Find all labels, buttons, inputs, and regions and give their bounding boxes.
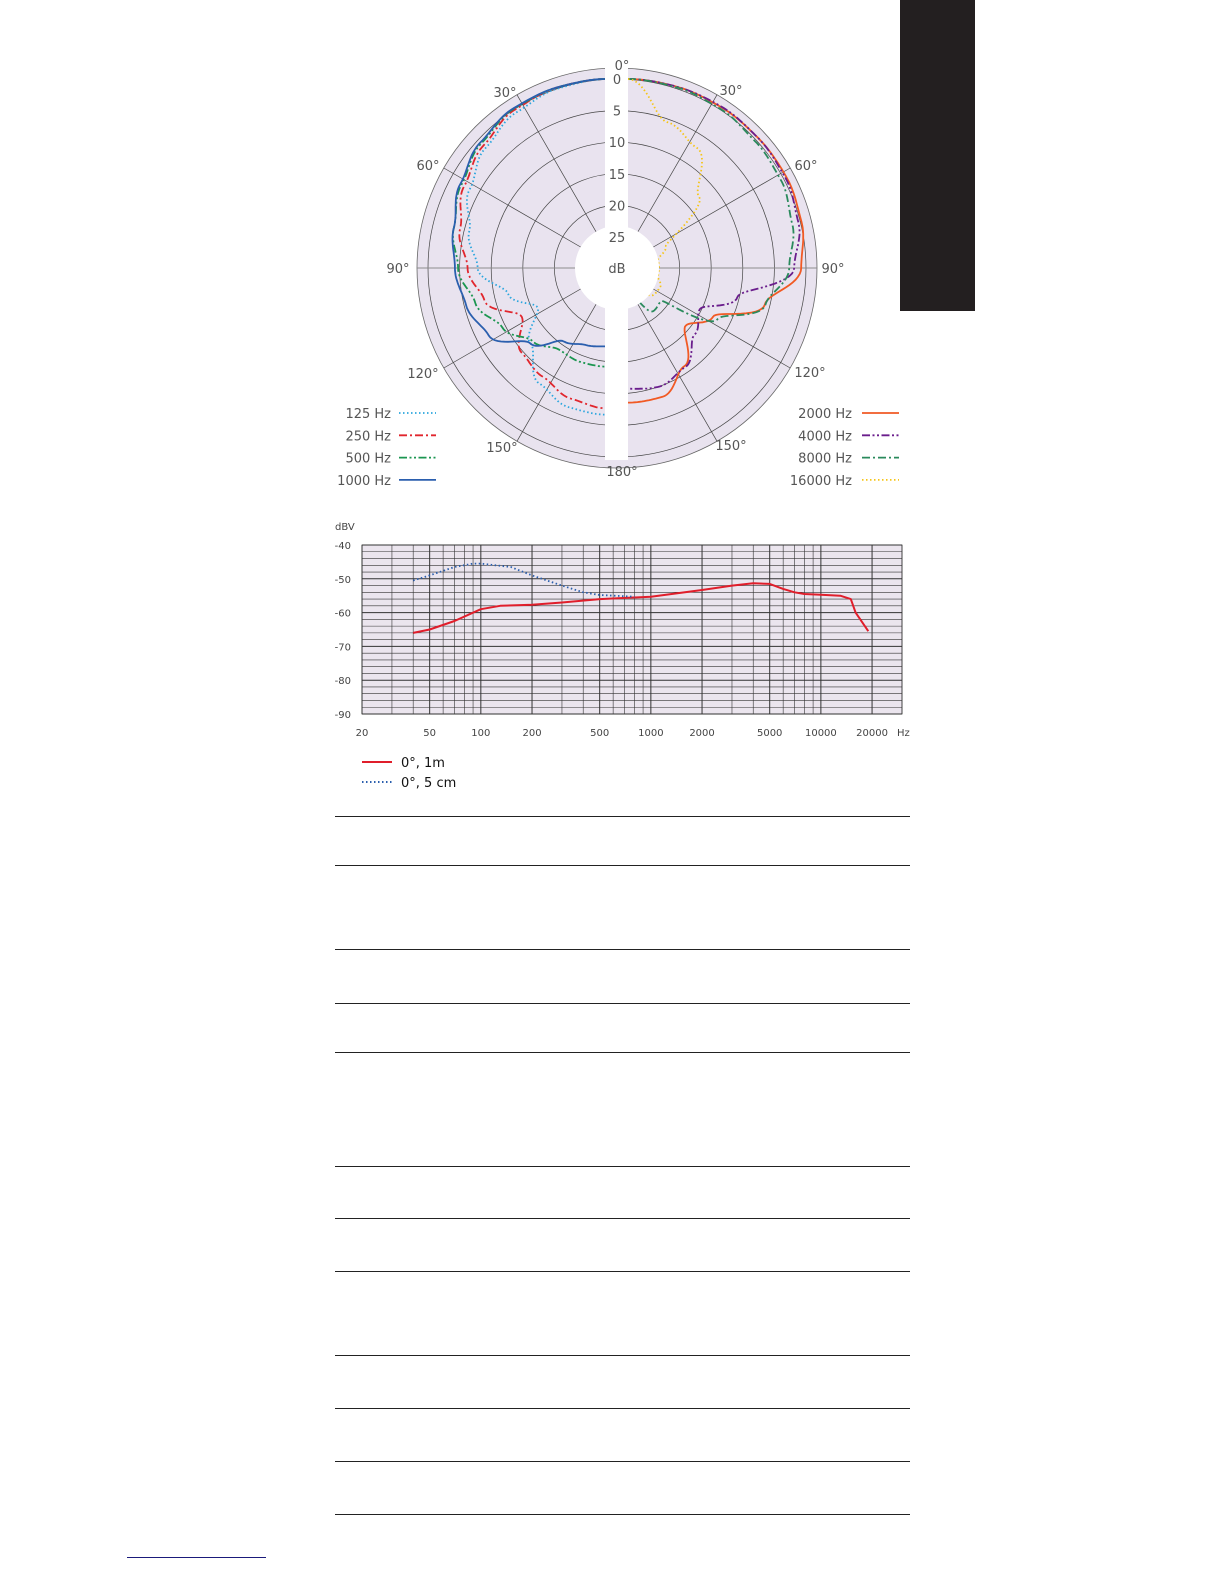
x-tick-label: 100 bbox=[471, 728, 490, 739]
polar-legend-label: 2000 Hz bbox=[798, 407, 852, 422]
polar-legend-label: 1000 Hz bbox=[337, 474, 391, 489]
polar-radial-tick: 10 bbox=[609, 136, 626, 151]
y-axis-unit: dBV bbox=[335, 522, 355, 533]
series-line-0 bbox=[412, 582, 870, 634]
polar-angle-label: 0° bbox=[615, 59, 630, 74]
footnote-rule bbox=[127, 1557, 266, 1558]
polar-angle-label: 30° bbox=[493, 86, 516, 101]
polar-angle-label: 150° bbox=[715, 439, 746, 454]
polar-curve-1000hz bbox=[451, 78, 606, 348]
plot-frame bbox=[361, 544, 903, 715]
table-rule bbox=[335, 1003, 910, 1004]
polar-center-hole bbox=[575, 226, 659, 310]
polar-spoke bbox=[443, 283, 591, 369]
polar-spoke bbox=[516, 94, 602, 242]
y-tick-label: -50 bbox=[335, 575, 351, 586]
y-tick-label: -80 bbox=[335, 676, 351, 687]
table-rule bbox=[335, 1514, 910, 1515]
plot-background bbox=[362, 545, 902, 714]
polar-spoke bbox=[643, 283, 791, 369]
table-rule bbox=[335, 949, 910, 950]
table-rule bbox=[335, 1461, 910, 1462]
x-tick-label: 5000 bbox=[757, 728, 782, 739]
x-tick-label: 1000 bbox=[638, 728, 663, 739]
section-tab bbox=[900, 0, 975, 311]
polar-angle-label: 90° bbox=[821, 262, 844, 277]
polar-radial-tick: 20 bbox=[609, 199, 626, 214]
table-rule bbox=[335, 1271, 910, 1272]
polar-curve-16000hz bbox=[627, 78, 703, 307]
polar-legend-label: 250 Hz bbox=[345, 429, 391, 444]
y-tick-label: -40 bbox=[335, 541, 351, 552]
table-rule bbox=[335, 1166, 910, 1167]
x-tick-label: 20000 bbox=[856, 728, 888, 739]
legend-label: 0°, 1m bbox=[401, 756, 445, 771]
polar-curve-4000hz bbox=[628, 78, 801, 390]
table-rule bbox=[335, 1052, 910, 1053]
table-rule bbox=[335, 1408, 910, 1409]
frequency-response-chart: -40 -50 -60 -70 -80 -90 20 50 100 200 500 1000 2000 5… bbox=[335, 522, 910, 791]
polar-spoke bbox=[632, 294, 718, 442]
polar-angle-label: 60° bbox=[794, 159, 817, 174]
polar-angle-label: 120° bbox=[407, 367, 438, 382]
legend-label: 0°, 5 cm bbox=[401, 776, 456, 791]
polar-angle-label: 120° bbox=[794, 366, 825, 381]
polar-angle-label: 60° bbox=[416, 159, 439, 174]
x-tick-label: 2000 bbox=[689, 728, 714, 739]
polar-legend-label: 4000 Hz bbox=[798, 429, 852, 444]
x-tick-label: 50 bbox=[423, 728, 436, 739]
y-tick-label: -90 bbox=[335, 710, 351, 721]
x-tick-label: 500 bbox=[590, 728, 609, 739]
x-axis-unit: Hz bbox=[897, 728, 910, 739]
polar-spoke bbox=[632, 94, 718, 242]
polar-spoke bbox=[643, 167, 791, 253]
x-tick-label: 20 bbox=[356, 728, 369, 739]
polar-angle-label: 150° bbox=[486, 441, 517, 456]
polar-radial-tick: 5 bbox=[613, 105, 621, 120]
polar-radial-unit: dB bbox=[608, 262, 625, 277]
polar-radial-tick: 0 bbox=[613, 73, 621, 88]
x-tick-label: 10000 bbox=[805, 728, 837, 739]
polar-radial-tick: 25 bbox=[609, 231, 626, 246]
y-tick-label: -70 bbox=[335, 642, 351, 653]
table-rule bbox=[335, 816, 910, 817]
polar-legend-label: 8000 Hz bbox=[798, 452, 852, 467]
table-rule bbox=[335, 1218, 910, 1219]
table-rule bbox=[335, 1355, 910, 1356]
polar-pattern-chart: 0° 180° 0 5 10 15 20 25 dB 30° 60° 90° 120° 150° 30° 60… bbox=[337, 40, 899, 489]
polar-curve-8000hz bbox=[628, 78, 795, 323]
polar-legend-label: 16000 Hz bbox=[790, 474, 852, 489]
x-tick-label: 200 bbox=[522, 728, 541, 739]
series-line-1 bbox=[412, 562, 635, 598]
polar-legend-label: 125 Hz bbox=[345, 407, 391, 422]
polar-angle-label: 90° bbox=[386, 262, 409, 277]
polar-legend-label: 500 Hz bbox=[345, 452, 391, 467]
polar-spoke bbox=[516, 294, 602, 442]
polar-curve-250hz bbox=[458, 78, 606, 410]
polar-spoke bbox=[443, 167, 591, 253]
y-tick-label: -60 bbox=[335, 609, 351, 620]
polar-radial-tick: 15 bbox=[609, 168, 626, 183]
polar-angle-label: 30° bbox=[719, 84, 742, 99]
polar-angle-label: 180° bbox=[606, 465, 637, 480]
table-rule bbox=[335, 865, 910, 866]
